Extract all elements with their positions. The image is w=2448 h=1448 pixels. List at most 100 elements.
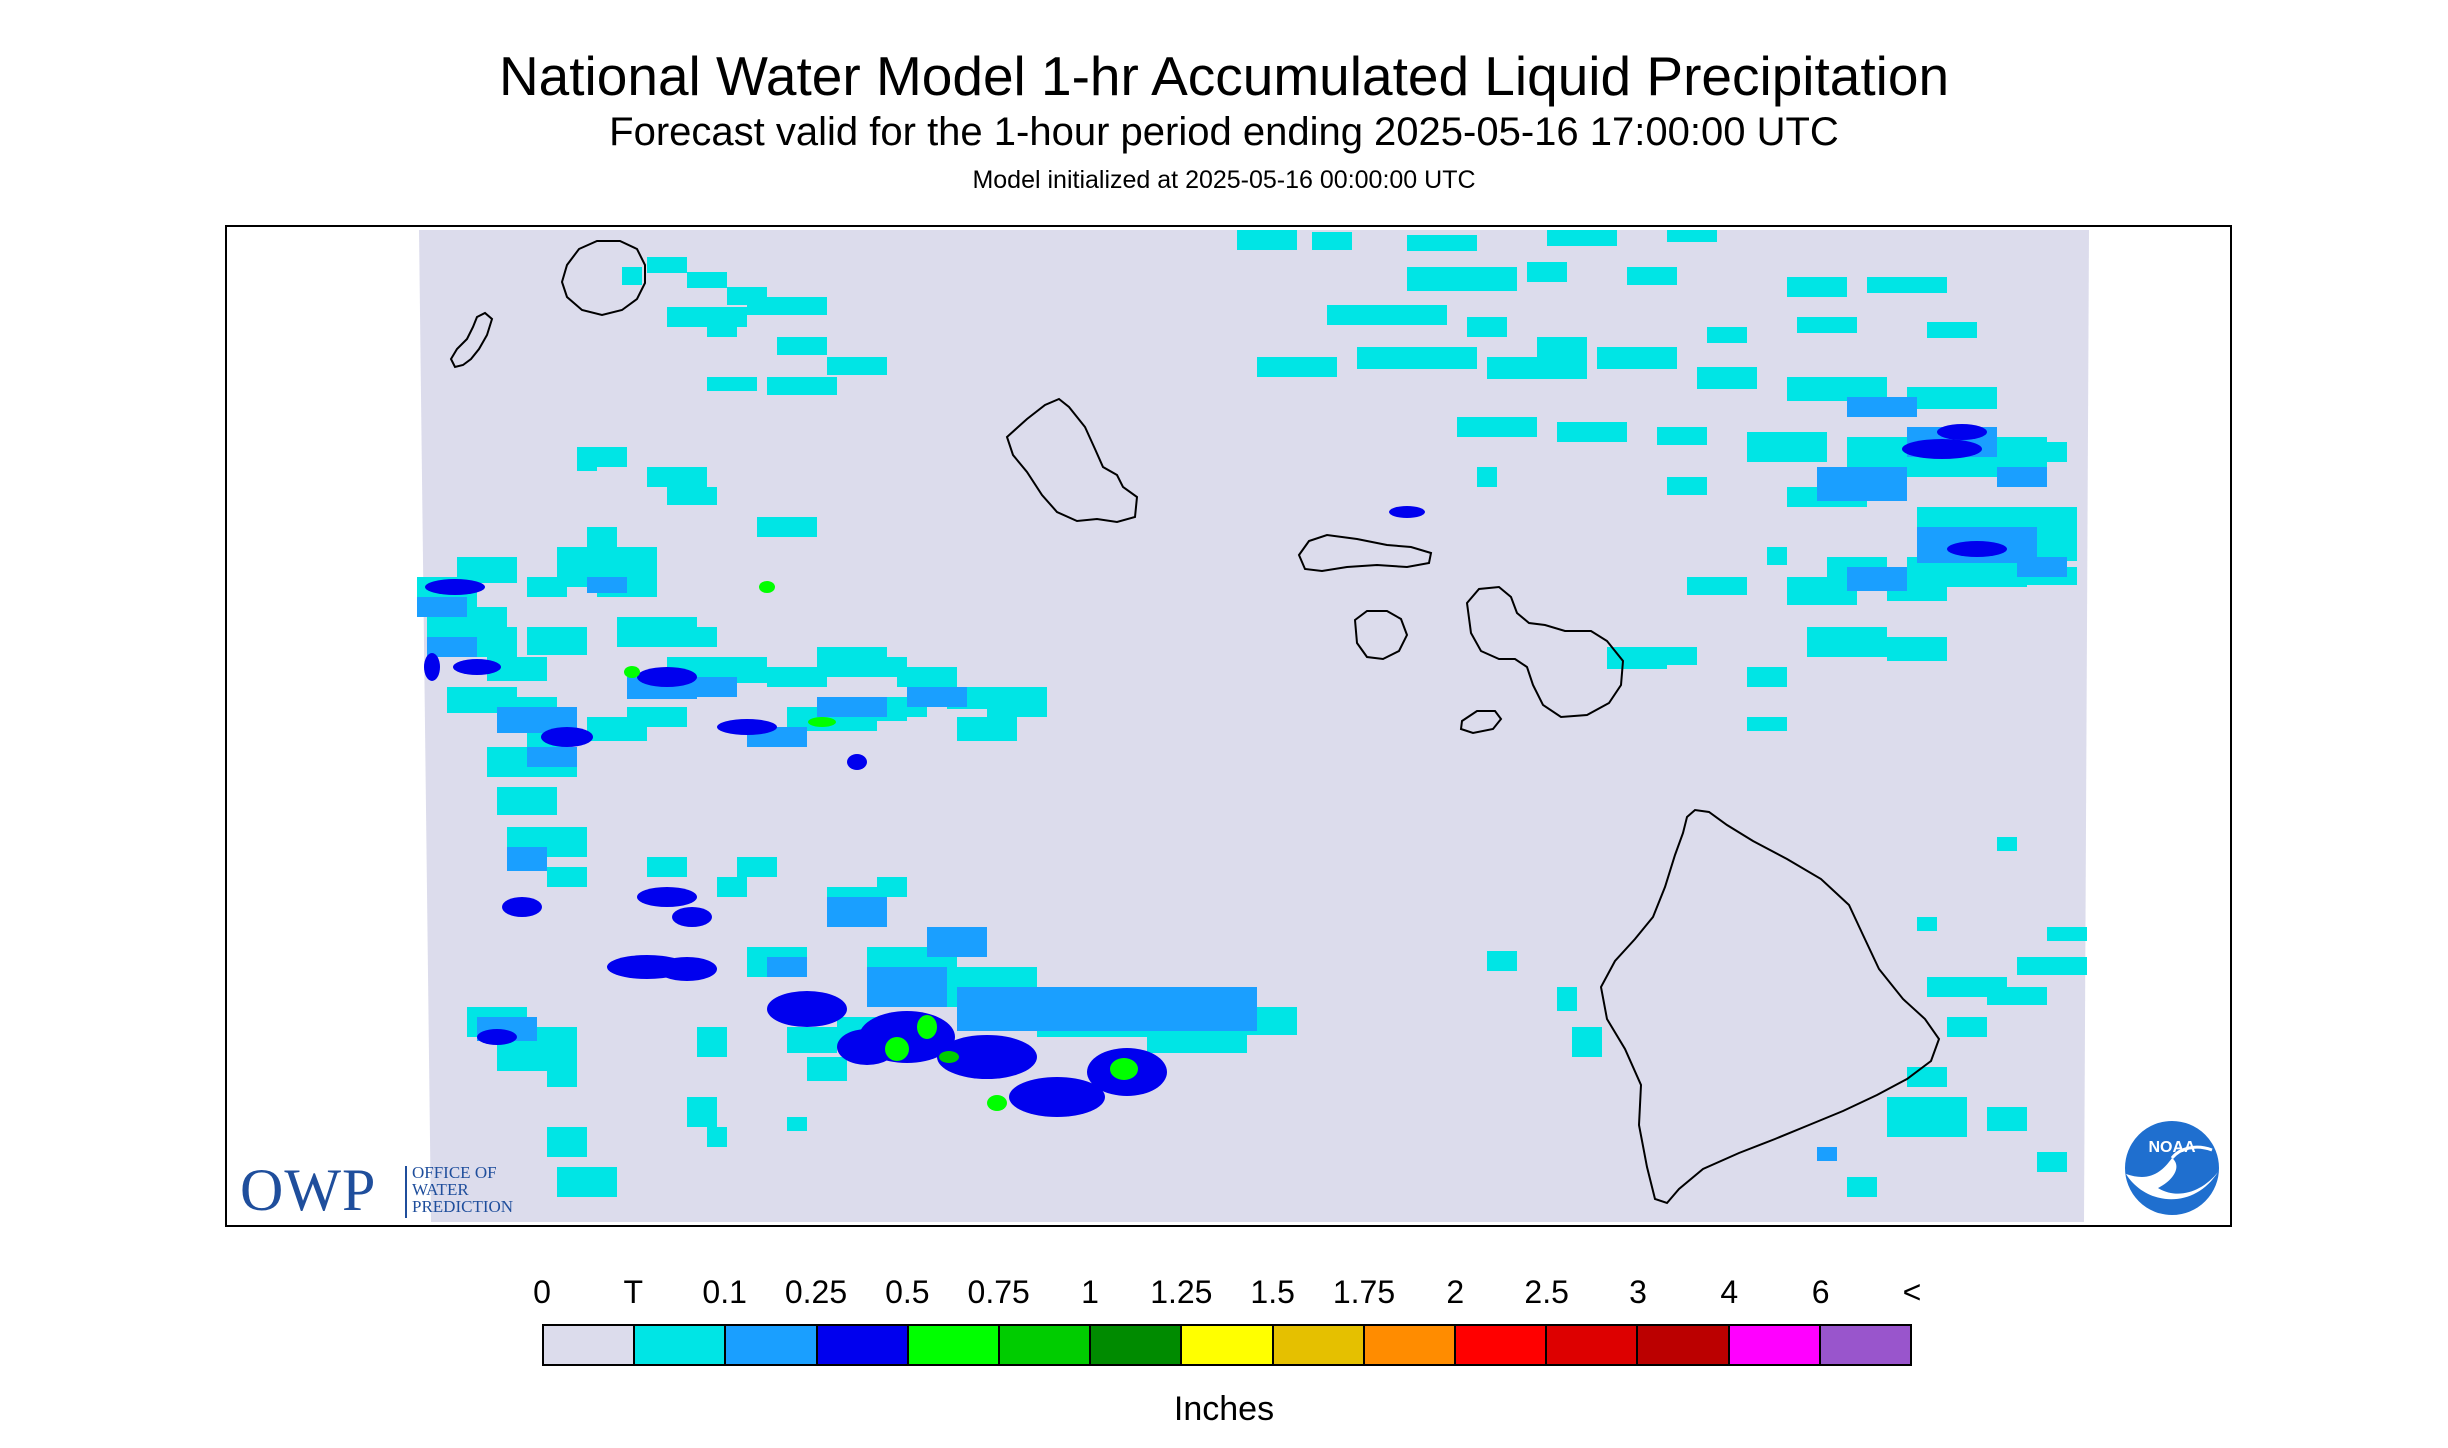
precip-heavy — [453, 659, 501, 675]
precip-heavy — [502, 897, 542, 917]
precip-heavy — [717, 719, 777, 735]
precip-trace — [517, 787, 547, 807]
precip-trace — [1657, 427, 1707, 445]
legend-tick-label: 0.25 — [784, 1274, 848, 1310]
maui-coastline — [1465, 585, 1625, 719]
precip-light — [827, 897, 887, 927]
precip-heavy — [424, 653, 440, 681]
legend-swatch — [1547, 1326, 1639, 1364]
legend-tick-label: 0.1 — [702, 1274, 747, 1310]
precip-heavy — [1937, 424, 1987, 440]
kahoolawe-coastline — [1459, 710, 1503, 735]
precip-heavy — [847, 754, 867, 770]
molokai-coastline — [1297, 533, 1433, 573]
precip-light — [767, 957, 807, 977]
legend-tick-label: 0.75 — [967, 1274, 1030, 1310]
precip-trace — [897, 667, 957, 687]
precip-trace — [657, 627, 717, 647]
precip-core — [759, 581, 775, 593]
owp-logo-divider — [405, 1166, 407, 1218]
legend-tick-label: 1 — [1081, 1274, 1099, 1310]
precip-trace — [1457, 417, 1537, 437]
precip-trace — [1907, 387, 1997, 409]
precip-trace — [737, 857, 777, 877]
precip-trace — [1847, 1177, 1877, 1197]
precip-trace — [527, 627, 557, 641]
precip-core — [1110, 1058, 1138, 1080]
legend-swatch — [1729, 1326, 1821, 1364]
legend-tick-label: 1.75 — [1332, 1274, 1396, 1310]
precip-trace — [877, 877, 907, 897]
precip-core — [808, 717, 836, 727]
precip-light — [1817, 467, 1907, 501]
legend-tick-label: 1.5 — [1250, 1274, 1295, 1310]
precip-trace — [1767, 547, 1787, 565]
color-legend — [542, 1324, 1912, 1366]
precip-trace — [1917, 917, 1937, 931]
owp-letters: OWP — [240, 1157, 377, 1223]
precip-core — [917, 1015, 937, 1039]
oahu-coastline — [1005, 397, 1139, 524]
precip-trace — [1527, 262, 1567, 282]
precip-trace — [697, 1027, 727, 1057]
precip-trace — [1747, 717, 1787, 731]
precip-trace — [707, 377, 757, 391]
precipitation-map[interactable] — [225, 225, 2232, 1227]
legend-tick-label: 2.5 — [1524, 1274, 1569, 1310]
precip-light — [2017, 557, 2067, 577]
precip-trace — [1927, 977, 2007, 997]
precip-light — [867, 967, 947, 1007]
legend-swatch — [1820, 1326, 1911, 1364]
precip-trace — [1997, 837, 2017, 851]
model-init-text: Model initialized at 2025-05-16 00:00:00… — [972, 166, 1476, 194]
precip-trace — [777, 337, 827, 355]
precip-core — [624, 666, 640, 678]
precip-trace — [557, 1167, 617, 1197]
precip-trace — [2007, 442, 2067, 462]
precip-trace — [1572, 1027, 1602, 1057]
precip-trace — [457, 557, 517, 583]
hawaii-island-coastline — [1599, 808, 1941, 1205]
precip-trace — [787, 1027, 837, 1053]
precip-heavy — [672, 907, 712, 927]
precip-trace — [817, 647, 887, 677]
legend-swatch — [1091, 1326, 1183, 1364]
precip-trace — [1887, 1097, 1967, 1137]
precip-trace — [957, 717, 1017, 741]
precip-trace — [1557, 422, 1627, 442]
precip-light — [817, 697, 887, 717]
legend-swatch — [544, 1326, 636, 1364]
legend-tick-label: 1.25 — [1150, 1274, 1213, 1310]
owp-logo-line: OFFICE OF — [412, 1163, 497, 1182]
legend-swatch — [817, 1326, 909, 1364]
precip-heavy — [425, 579, 485, 595]
legend-swatch — [1273, 1326, 1365, 1364]
precip-heavy — [541, 727, 593, 747]
precip-trace — [2037, 1152, 2067, 1172]
precip-trace — [1407, 267, 1517, 291]
precip-heavy — [477, 1029, 517, 1045]
precip-heavy — [767, 991, 847, 1027]
precip-trace — [1477, 467, 1497, 487]
precip-trace — [647, 257, 687, 273]
precip-heavy — [637, 887, 697, 907]
legend-tick-label: 4 — [1720, 1274, 1739, 1310]
precip-trace — [627, 707, 687, 727]
precip-trace — [1747, 432, 1827, 462]
precip-heavy — [937, 1035, 1037, 1079]
precip-core — [885, 1037, 909, 1061]
legend-units: Inches — [1173, 1390, 1275, 1428]
precip-trace — [547, 1067, 577, 1087]
precip-trace — [1547, 230, 1617, 246]
legend-tick-label: T — [623, 1274, 644, 1310]
precip-trace — [807, 1057, 847, 1081]
precip-trace — [1487, 357, 1587, 379]
precip-heavy — [1009, 1077, 1105, 1117]
precip-trace — [1237, 230, 1297, 250]
precip-trace — [687, 272, 727, 288]
precip-trace — [717, 877, 747, 897]
precip-trace — [1537, 337, 1587, 357]
coastlines — [449, 240, 1941, 1205]
precip-trace — [667, 487, 717, 505]
legend-swatch — [1638, 1326, 1730, 1364]
